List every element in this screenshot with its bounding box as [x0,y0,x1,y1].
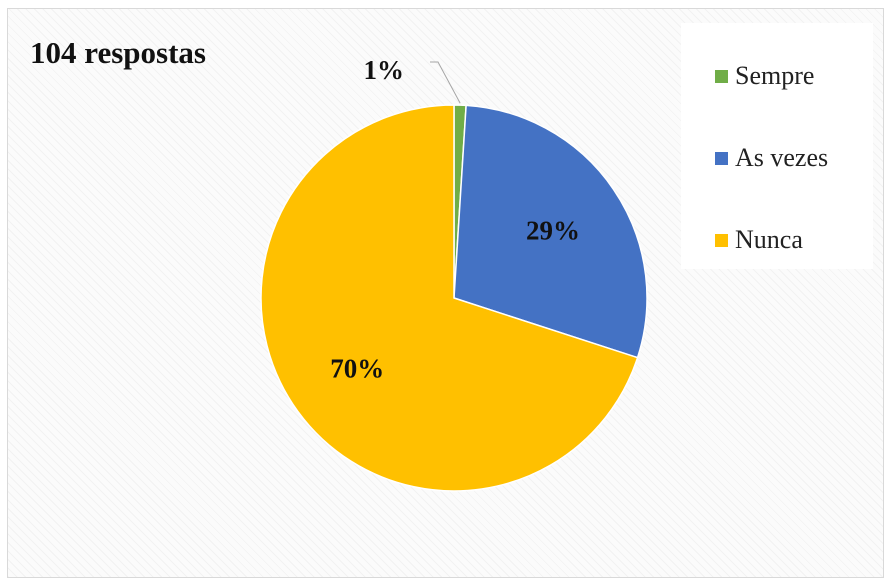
legend-label-nunca: Nunca [735,225,803,254]
legend-item-as-vezes: As vezes [715,143,828,173]
data-label-nunca: 70% [330,353,384,383]
legend-swatch-as-vezes [715,151,728,165]
pie-slice-nunca [260,104,639,492]
legend-swatch-sempre [715,69,728,83]
chart-area: 104 respostas 1% 29% 70% Sempre As vezes N… [7,8,884,578]
legend-swatch-nunca [715,233,728,247]
data-label-as-vezes: 29% [526,216,580,246]
legend-label-sempre: Sempre [735,61,815,90]
legend-label-as-vezes: As vezes [735,143,829,172]
legend: Sempre As vezes Nunca [681,23,873,269]
chart-title: 104 respostas [30,35,206,70]
data-label-sempre: 1% [364,55,405,85]
leader-line-sempre [430,61,461,104]
legend-item-nunca: Nunca [715,225,803,255]
pie-slice-as-vezes [453,104,648,359]
pie-chart: 1% 29% 70% [260,55,648,492]
legend-item-sempre: Sempre [715,61,814,91]
